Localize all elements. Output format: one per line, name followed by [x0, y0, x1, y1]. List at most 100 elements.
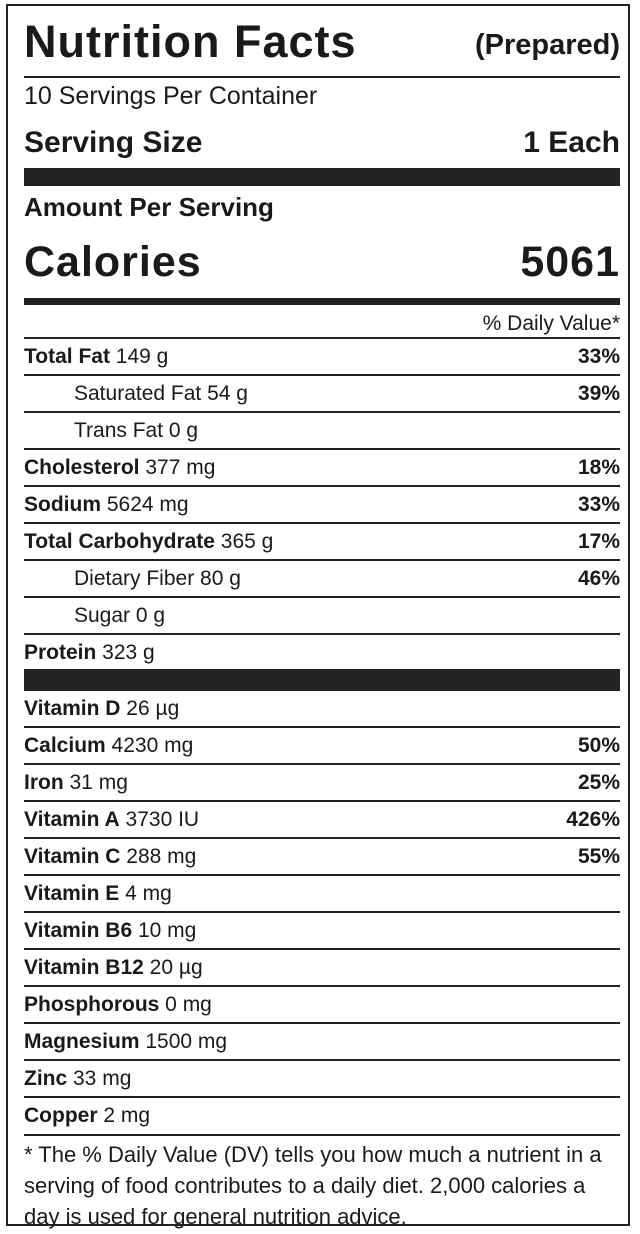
- nutrient-amount: 149 g: [109, 345, 169, 368]
- nutrient-row: Trans Fat 0 g: [24, 411, 620, 447]
- nutrient-amount: 365 g: [214, 530, 274, 553]
- daily-value-percent: 18%: [577, 456, 620, 479]
- nutrient-amount: 0 g: [163, 419, 199, 442]
- nutrient-label: Phosphorous: [24, 993, 160, 1016]
- nutrient-amount: 3730 IU: [119, 808, 200, 831]
- nutrient-name: Vitamin A 3730 IU: [24, 808, 199, 832]
- nutrient-row: Sugar 0 g: [24, 596, 620, 632]
- footnote: * The % Daily Value (DV) tells you how m…: [24, 1142, 602, 1229]
- nutrient-label: Cholesterol: [24, 456, 140, 479]
- label-title: Nutrition Facts: [24, 16, 357, 67]
- nutrient-row: Total Carbohydrate 365 g 17%: [24, 522, 620, 558]
- daily-value-percent: 46%: [577, 567, 620, 590]
- nutrient-row: Sodium 5624 mg 33%: [24, 485, 620, 521]
- nutrient-amount: 1500 mg: [139, 1030, 228, 1053]
- nutrient-name: Dietary Fiber 80 g: [74, 567, 241, 591]
- nutrient-row: Protein 323 g: [24, 633, 620, 669]
- nutrient-name: Vitamin E 4 mg: [24, 882, 172, 906]
- nutrient-amount: 31 mg: [63, 771, 128, 794]
- nutrient-label: Sodium: [24, 493, 101, 516]
- nutrient-row: Vitamin B12 20 µg: [24, 948, 620, 984]
- nutrient-name: Sodium 5624 mg: [24, 493, 189, 517]
- nutrient-amount: 323 g: [96, 641, 155, 664]
- servings-per-container: 10 Servings Per Container: [24, 82, 318, 110]
- nutrient-row: Vitamin D 26 µg: [24, 689, 620, 725]
- nutrient-amount: 0 g: [130, 604, 166, 627]
- nutrient-label: Dietary Fiber: [74, 567, 195, 590]
- nutrition-facts-content: Nutrition Facts (Prepared) 10 Servings P…: [24, 6, 620, 1229]
- nutrient-amount: 288 mg: [120, 845, 197, 868]
- nutrient-amount: 33 mg: [67, 1067, 132, 1090]
- nutrient-name: Iron 31 mg: [24, 771, 128, 795]
- nutrient-amount: 54 g: [201, 382, 248, 405]
- nutrient-row: Vitamin B6 10 mg: [24, 911, 620, 947]
- nutrient-row: Calcium 4230 mg 50%: [24, 726, 620, 762]
- daily-value-percent: 25%: [577, 771, 620, 794]
- nutrient-amount: 4 mg: [119, 882, 172, 905]
- nutrient-label: Vitamin D: [24, 697, 121, 720]
- medium-divider: [24, 298, 620, 305]
- nutrient-amount: 10 mg: [132, 919, 197, 942]
- daily-value-percent: 50%: [577, 734, 620, 757]
- daily-value-percent: 55%: [577, 845, 620, 868]
- nutrient-label: Protein: [24, 641, 97, 664]
- nutrient-label: Sugar: [74, 604, 131, 627]
- nutrient-label: Saturated Fat: [74, 382, 202, 405]
- nutrient-row: Magnesium 1500 mg: [24, 1022, 620, 1058]
- title-row: Nutrition Facts (Prepared): [24, 14, 620, 74]
- nutrient-row: Vitamin A 3730 IU 426%: [24, 800, 620, 836]
- nutrient-name: Vitamin B12 20 µg: [24, 956, 203, 980]
- nutrient-label: Iron: [24, 771, 64, 794]
- nutrition-facts-panel: Nutrition Facts (Prepared) 10 Servings P…: [6, 4, 630, 1229]
- nutrient-amount: 20 µg: [143, 956, 203, 979]
- nutrient-amount: 26 µg: [120, 697, 180, 720]
- nutrient-label: Magnesium: [24, 1030, 140, 1053]
- nutrient-name: Sugar 0 g: [74, 604, 165, 628]
- nutrient-row: Vitamin E 4 mg: [24, 874, 620, 910]
- nutrient-row: Total Fat 149 g 33%: [24, 337, 620, 373]
- divider: [24, 76, 620, 78]
- nutrient-label: Vitamin B12: [24, 956, 144, 979]
- nutrient-label: Vitamin C: [24, 845, 121, 868]
- divider: [24, 1134, 620, 1136]
- nutrient-name: Vitamin C 288 mg: [24, 845, 196, 869]
- daily-value-percent: 39%: [577, 382, 620, 405]
- nutrient-label: Total Carbohydrate: [24, 530, 215, 553]
- nutrient-name: Saturated Fat 54 g: [74, 382, 248, 406]
- serving-size-label: Serving Size: [24, 126, 203, 159]
- nutrient-name: Magnesium 1500 mg: [24, 1030, 227, 1054]
- nutrient-row: Iron 31 mg 25%: [24, 763, 620, 799]
- nutrient-name: Vitamin D 26 µg: [24, 697, 179, 721]
- nutrient-name: Total Carbohydrate 365 g: [24, 530, 273, 554]
- serving-size-value: 1 Each: [523, 126, 620, 159]
- nutrient-amount: 80 g: [194, 567, 241, 590]
- daily-value-percent: 17%: [577, 530, 620, 553]
- nutrient-label: Copper: [24, 1104, 98, 1127]
- nutrient-row: Cholesterol 377 mg 18%: [24, 448, 620, 484]
- nutrient-amount: 5624 mg: [101, 493, 189, 516]
- nutrient-name: Protein 323 g: [24, 641, 155, 665]
- nutrient-name: Vitamin B6 10 mg: [24, 919, 196, 943]
- nutrient-label: Vitamin B6: [24, 919, 133, 942]
- nutrient-amount: 0 mg: [159, 993, 212, 1016]
- nutrient-label: Vitamin A: [24, 808, 120, 831]
- amount-per-serving: Amount Per Serving: [24, 192, 274, 222]
- nutrient-amount: 4230 mg: [105, 734, 194, 757]
- nutrient-row: Saturated Fat 54 g 39%: [24, 374, 620, 410]
- thick-divider: [24, 669, 620, 689]
- nutrient-row: Phosphorous 0 mg: [24, 985, 620, 1021]
- nutrient-label: Zinc: [24, 1067, 68, 1090]
- nutrient-amount: 377 mg: [139, 456, 216, 479]
- thick-divider: [24, 168, 620, 186]
- nutrient-label: Vitamin E: [24, 882, 120, 905]
- calories-value: 5061: [520, 238, 620, 286]
- nutrient-label: Trans Fat: [74, 419, 164, 442]
- label-subtitle: (Prepared): [474, 29, 620, 61]
- nutrient-row: Copper 2 mg: [24, 1096, 620, 1132]
- nutrient-name: Cholesterol 377 mg: [24, 456, 215, 480]
- nutrient-label: Total Fat: [24, 345, 110, 368]
- nutrient-name: Phosphorous 0 mg: [24, 993, 212, 1017]
- nutrient-row: Dietary Fiber 80 g 46%: [24, 559, 620, 595]
- nutrient-name: Copper 2 mg: [24, 1104, 150, 1128]
- nutrient-row: Zinc 33 mg: [24, 1059, 620, 1095]
